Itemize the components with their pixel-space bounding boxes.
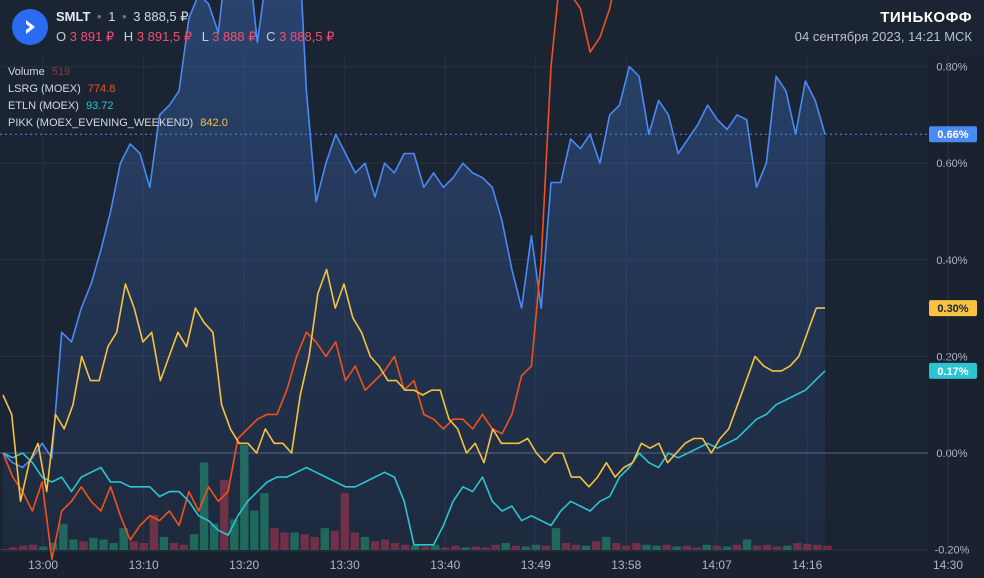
x-tick-label: 13:10 — [129, 558, 159, 572]
series-line-lsrg — [2, 0, 613, 561]
chart-timestamp: 04 сентября 2023, 14:21 МСК — [794, 29, 972, 44]
series-legend: Volume 519 LSRG (MOEX) 774.8 ETLN (MOEX)… — [8, 64, 228, 132]
ohlc-values: O 3 891 ₽ H 3 891,5 ₽ L 3 888 ₽ C 3 888,… — [56, 29, 340, 45]
separator-dot: • — [122, 9, 127, 24]
legend-name: Volume — [8, 66, 45, 78]
legend-value: 774.8 — [87, 83, 116, 95]
legend-item-volume[interactable]: Volume 519 — [8, 64, 228, 81]
last-value-label: 0.66% — [937, 129, 968, 141]
time-axis-panel — [0, 553, 984, 578]
series-line-pikk — [2, 268, 825, 503]
close-value: 3 888,5 ₽ — [279, 29, 335, 44]
legend-item-lsrg[interactable]: LSRG (MOEX) 774.8 — [8, 81, 228, 98]
x-tick-label: 14:30 — [933, 558, 963, 572]
x-tick-label: 13:00 — [28, 558, 58, 572]
x-tick-label: 13:49 — [521, 558, 551, 572]
open-value: 3 891 ₽ — [69, 29, 115, 44]
last-value-badge — [929, 362, 977, 379]
legend-name: ETLN (MOEX) — [8, 100, 79, 112]
low-value: 3 888 ₽ — [212, 29, 257, 44]
chart-header: SMLT • 1 • 3 888,5 ₽ O 3 891 ₽ H 3 891,5… — [0, 0, 984, 60]
series-area-smlt — [3, 0, 825, 552]
last-value-label: 0.30% — [937, 303, 968, 315]
last-value-badge — [929, 126, 977, 143]
x-tick-label: 13:20 — [229, 558, 259, 572]
last-value-label: 0.17% — [937, 366, 968, 378]
series-line-smlt — [2, 0, 826, 469]
y-tick-label: 0.60% — [936, 158, 967, 170]
last-price: 3 888,5 ₽ — [133, 9, 189, 24]
legend-value: 93.72 — [85, 100, 114, 112]
low-label: L — [201, 29, 209, 44]
open-label: O — [56, 29, 67, 44]
legend-value: 842.0 — [200, 117, 228, 129]
legend-item-pikk[interactable]: PIKK (MOEX_EVENING_WEEKEND) 842.0 — [8, 115, 228, 132]
legend-value: 519 — [51, 66, 71, 78]
legend-item-etln[interactable]: ETLN (MOEX) 93.72 — [8, 98, 228, 115]
x-tick-label: 14:07 — [702, 558, 732, 572]
x-tick-label: 13:58 — [611, 558, 641, 572]
x-tick-label: 13:40 — [430, 558, 460, 572]
symbol-name[interactable]: SMLT — [56, 9, 91, 24]
last-value-badge — [929, 300, 977, 317]
volume-bar — [823, 545, 832, 550]
ticker-line: SMLT • 1 • 3 888,5 ₽ — [56, 9, 189, 25]
series-line-etln — [2, 370, 826, 546]
separator-dot: • — [97, 9, 102, 24]
brokerage-logo-icon — [12, 9, 48, 45]
x-tick-label: 13:30 — [330, 558, 360, 572]
interval[interactable]: 1 — [108, 9, 116, 24]
y-tick-label: 0.00% — [936, 448, 967, 460]
x-tick-label: 14:16 — [792, 558, 822, 572]
legend-name: LSRG (MOEX) — [8, 83, 81, 95]
close-label: C — [266, 29, 276, 44]
y-tick-label: 0.20% — [936, 351, 967, 363]
legend-name: PIKK (MOEX_EVENING_WEEKEND) — [8, 117, 194, 129]
y-tick-label: -0.20% — [935, 545, 970, 557]
high-value: 3 891,5 ₽ — [136, 29, 193, 44]
y-tick-label: 0.80% — [936, 62, 967, 74]
y-tick-label: 0.40% — [936, 255, 967, 267]
brand-name: ТИНЬКОФФ — [880, 9, 972, 26]
high-label: H — [123, 29, 134, 44]
